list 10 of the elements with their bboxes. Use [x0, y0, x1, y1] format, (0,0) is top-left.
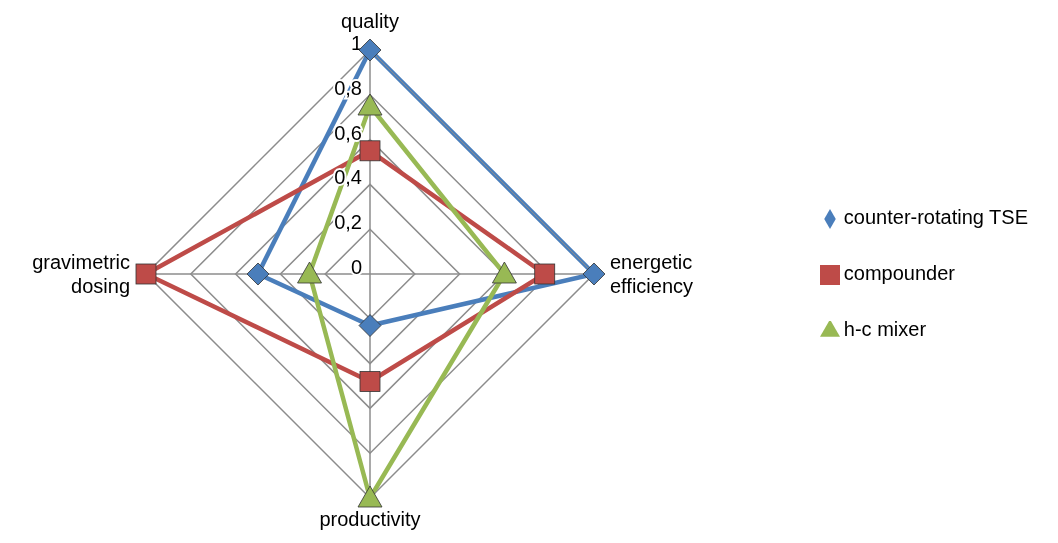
legend-label: compounder [843, 262, 956, 284]
spoke-label: gravimetric dosing [32, 251, 130, 297]
legend-label: h-c mixer [843, 318, 927, 340]
y-tick-label: 0 [350, 256, 362, 278]
y-tick-label: 1 [350, 32, 362, 54]
spoke-label: quality [341, 10, 399, 32]
spoke-label: energetic efficiency [610, 251, 694, 297]
spoke-label: productivity [319, 508, 421, 530]
legend-label: counter-rotating TSE [843, 206, 1028, 228]
y-tick-label: 0,2 [334, 211, 362, 234]
